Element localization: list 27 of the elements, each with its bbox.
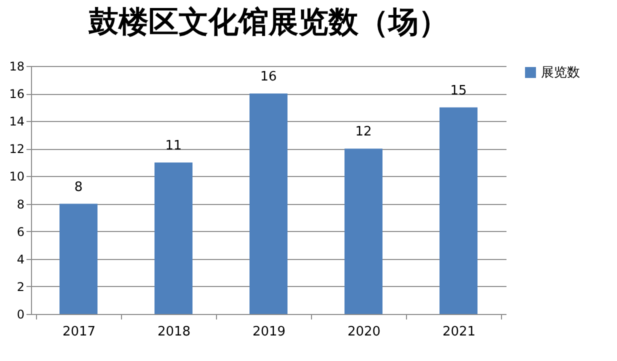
y-tick-label: 10 xyxy=(9,170,24,184)
y-tick-label: 12 xyxy=(9,142,24,156)
bar xyxy=(440,107,478,314)
x-tick-label: 2017 xyxy=(62,324,96,340)
data-label: 8 xyxy=(74,180,83,195)
chart-title: 鼓楼区文化馆展览数（场） xyxy=(88,5,448,40)
y-tick-label: 2 xyxy=(16,280,24,294)
y-tick-label: 0 xyxy=(16,308,24,322)
bar xyxy=(154,162,192,314)
data-label: 12 xyxy=(355,124,372,140)
bar xyxy=(344,148,382,314)
bar xyxy=(60,204,98,314)
y-tick-label: 4 xyxy=(16,252,24,266)
y-tick-label: 14 xyxy=(9,114,24,129)
y-tick-label: 16 xyxy=(9,87,24,102)
data-label: 11 xyxy=(165,138,182,154)
y-tick-label: 18 xyxy=(9,60,24,74)
x-tick-label: 2019 xyxy=(252,324,286,340)
x-tick-label: 2020 xyxy=(347,324,381,340)
y-tick-label: 6 xyxy=(16,224,24,239)
data-label: 16 xyxy=(260,70,277,85)
data-label: 15 xyxy=(450,83,467,98)
x-tick-label: 2021 xyxy=(442,324,476,340)
bar xyxy=(250,94,288,314)
y-tick-label: 8 xyxy=(16,197,24,212)
legend-label: 展览数 xyxy=(541,66,580,80)
x-tick-label: 2018 xyxy=(157,324,191,340)
